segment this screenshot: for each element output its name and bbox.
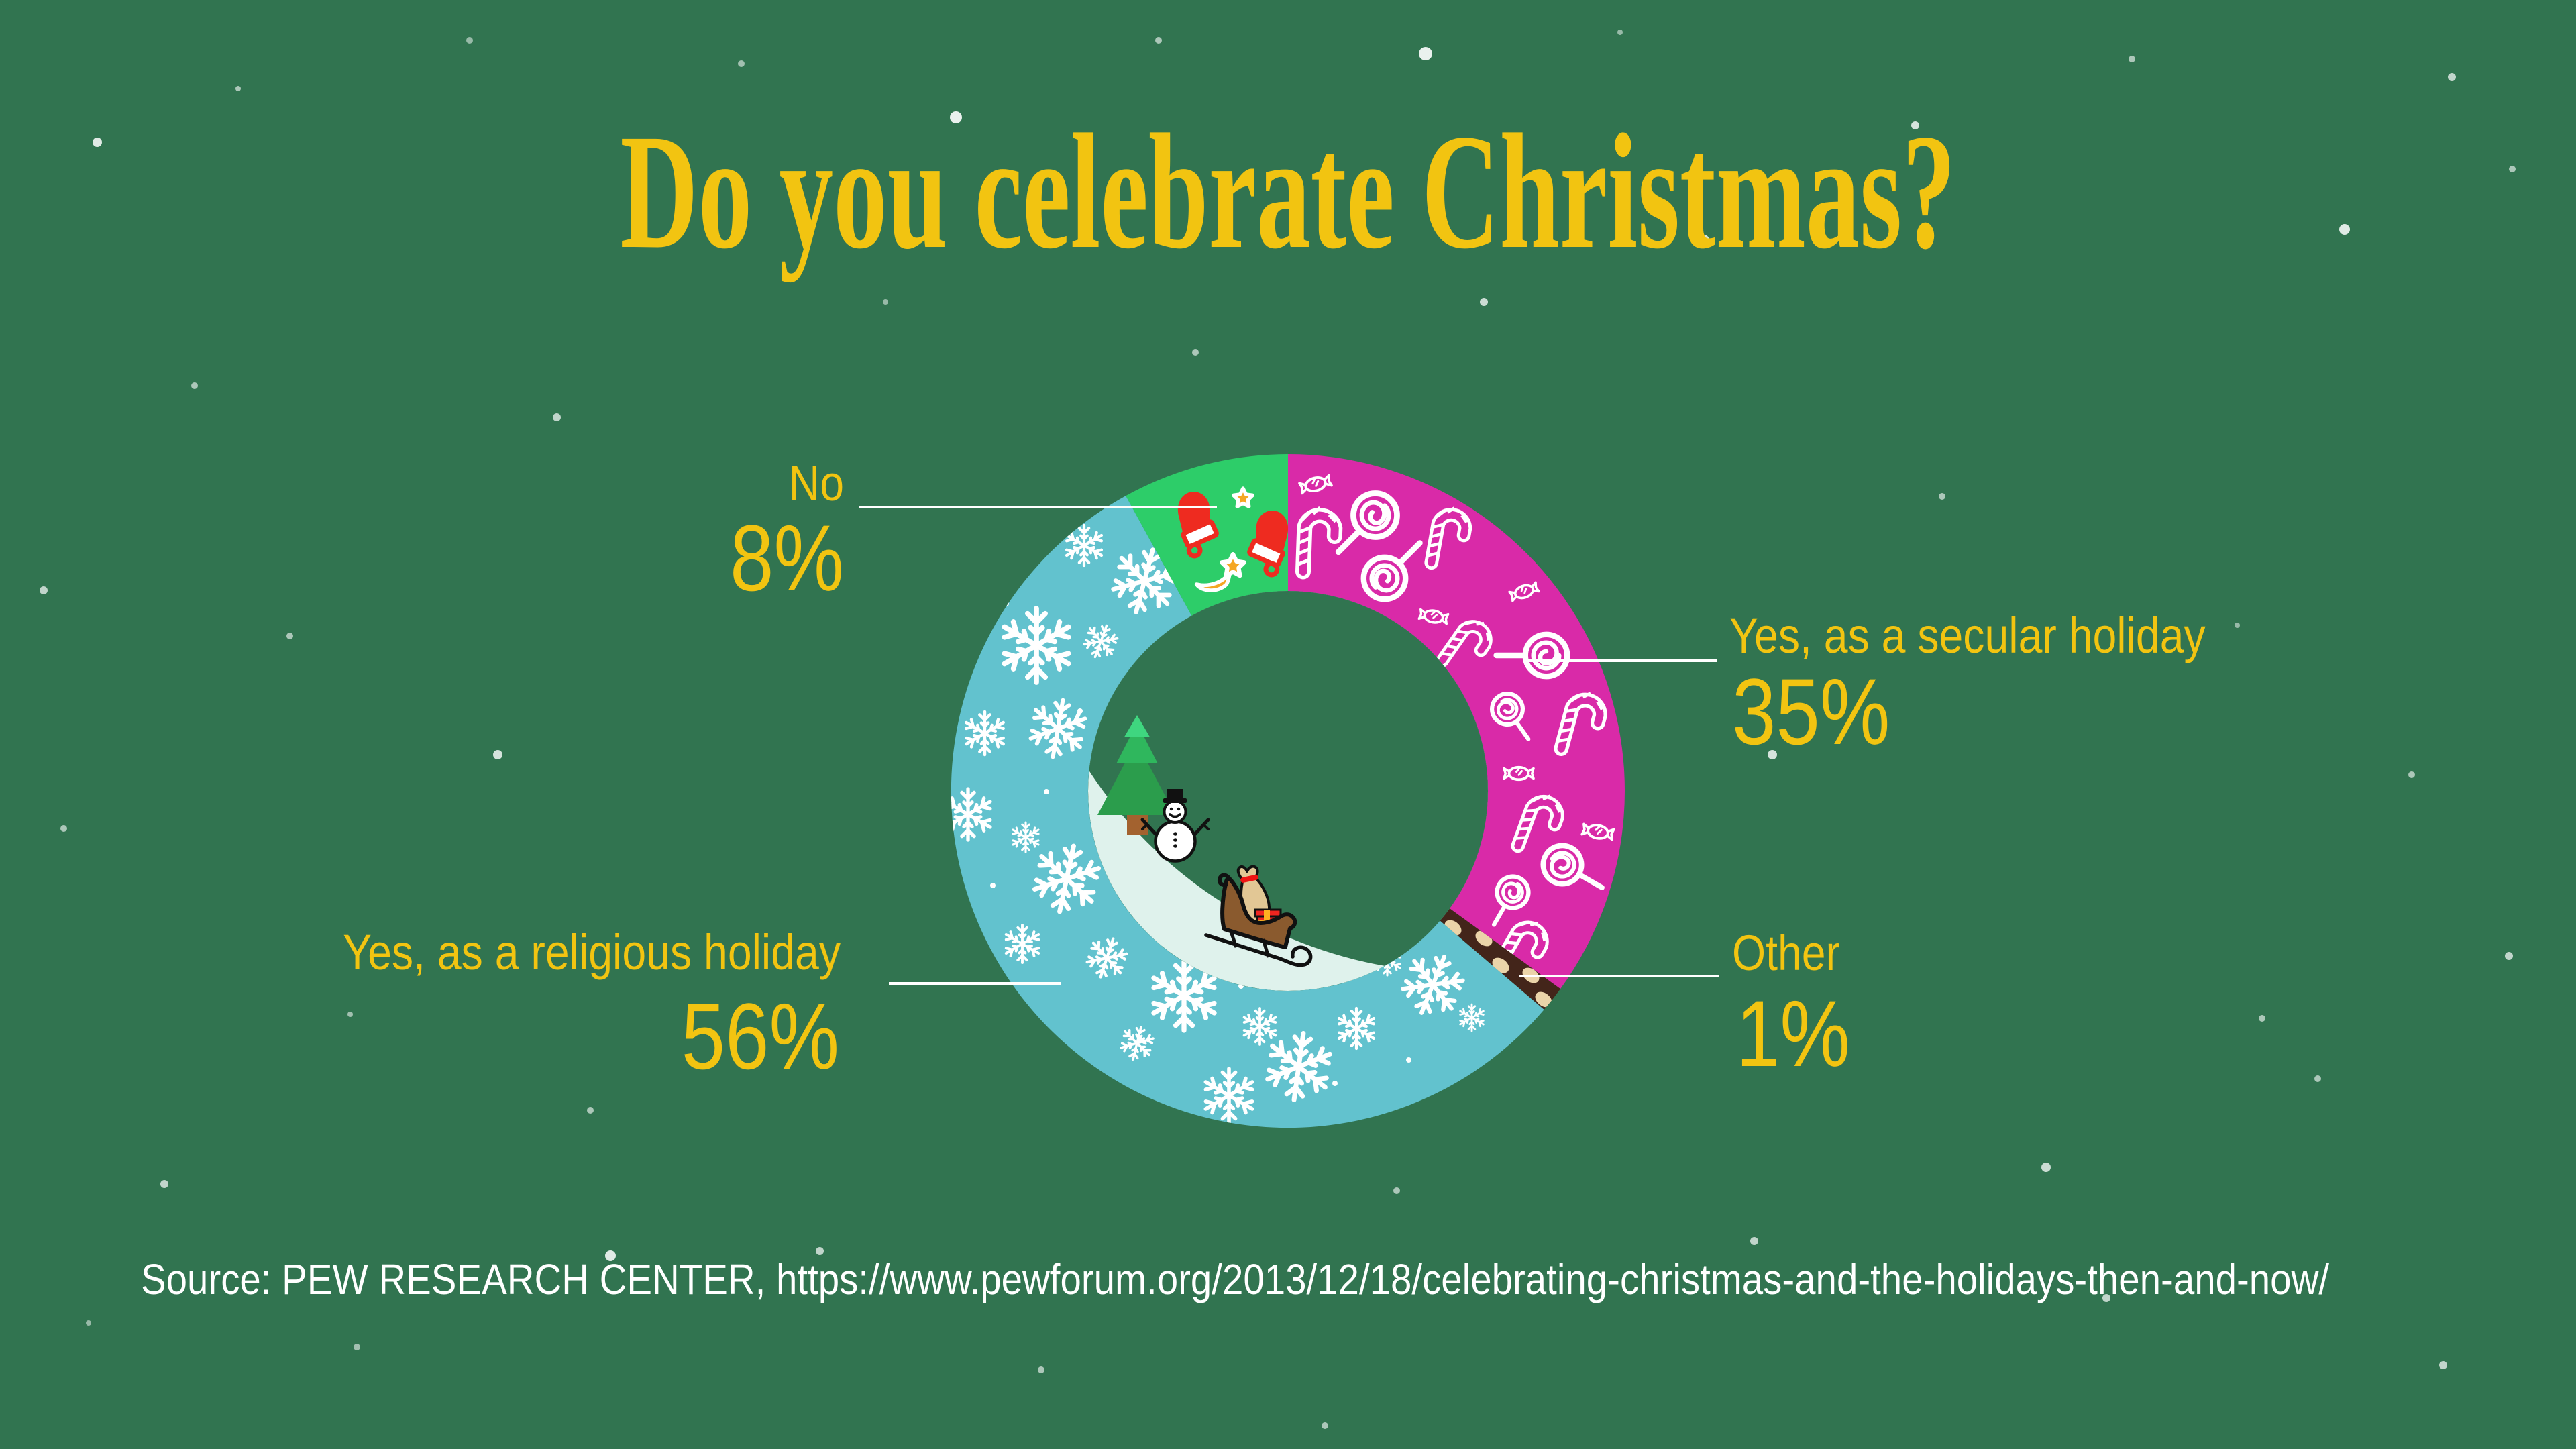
svg-text:Yes, as a religious holiday: Yes, as a religious holiday bbox=[343, 924, 841, 980]
svg-text:Do you celebrate Christmas?: Do you celebrate Christmas? bbox=[620, 100, 1955, 282]
svg-text:8%: 8% bbox=[730, 506, 844, 610]
svg-text:No: No bbox=[789, 455, 844, 511]
svg-text:1%: 1% bbox=[1736, 981, 1850, 1086]
svg-text:Other: Other bbox=[1732, 925, 1840, 981]
svg-text:Source: PEW RESEARCH CENTER, h: Source: PEW RESEARCH CENTER, https://www… bbox=[141, 1255, 2329, 1303]
svg-text:Yes, as a secular holiday: Yes, as a secular holiday bbox=[1729, 608, 2206, 663]
svg-text:56%: 56% bbox=[682, 984, 839, 1089]
svg-text:35%: 35% bbox=[1732, 659, 1890, 764]
